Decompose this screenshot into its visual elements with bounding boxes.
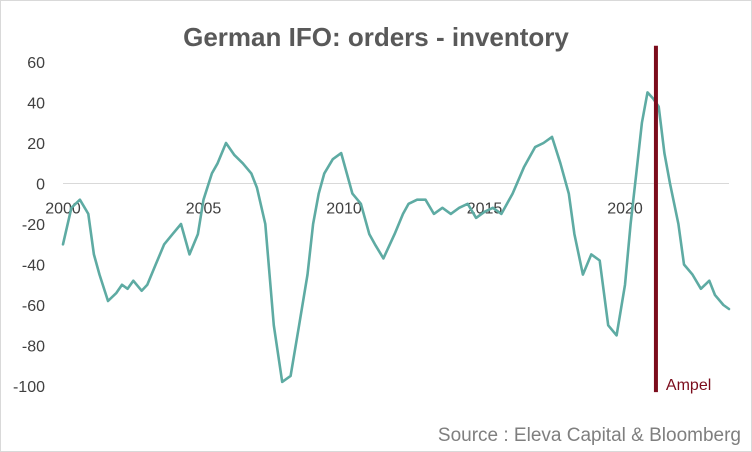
y-tick-label: 0: [36, 177, 45, 194]
y-tick-label: -100: [13, 379, 45, 396]
series-group: [61, 91, 731, 384]
source-note: Source : Eleva Capital & Bloomberg: [438, 425, 741, 446]
x-axis-ticks: 2000 2005 2010 2015 2020: [45, 201, 643, 218]
y-tick-label: -40: [22, 258, 45, 275]
x-tick-label: 2000: [45, 201, 81, 218]
y-tick-label: -80: [22, 339, 45, 356]
y-tick-label: -20: [22, 217, 45, 234]
y-tick-label: 40: [27, 96, 45, 113]
x-tick-label: 2020: [607, 201, 643, 218]
x-tick-label: 2015: [467, 201, 503, 218]
y-tick-label: 60: [27, 55, 45, 72]
ampel-label: Ampel: [666, 377, 711, 394]
series-line: [61, 91, 731, 384]
y-tick-label: -60: [22, 298, 45, 315]
y-tick-label: 20: [27, 136, 45, 153]
annotations-group: Ampel: [653, 45, 711, 394]
x-tick-label: 2010: [326, 201, 362, 218]
x-tick-label: 2005: [186, 201, 222, 218]
y-axis-ticks: 60 40 20 0 -20 -40 -60 -80 -100: [13, 55, 45, 396]
chart-title: German IFO: orders - inventory: [183, 22, 569, 52]
